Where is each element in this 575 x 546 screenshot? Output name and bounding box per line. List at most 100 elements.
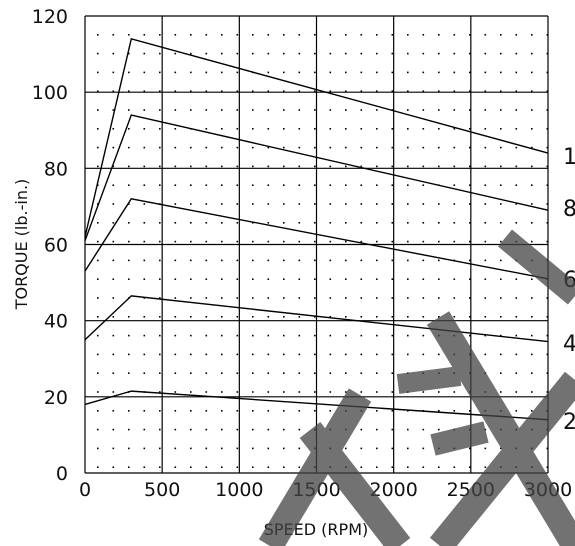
- grid-dot: [453, 34, 456, 36]
- grid-dot: [205, 34, 208, 36]
- grid-dot: [174, 259, 177, 262]
- grid-dot: [515, 90, 518, 92]
- grid-dot: [128, 316, 130, 318]
- grid-dot: [407, 222, 409, 224]
- grid-dot: [500, 165, 502, 168]
- grid-dot: [360, 128, 363, 130]
- grid-dot: [515, 391, 518, 393]
- grid-dot: [267, 334, 270, 337]
- grid-dot: [143, 410, 146, 412]
- grid-dot: [329, 278, 332, 280]
- grid-dot: [97, 259, 99, 262]
- grid-dot: [360, 466, 363, 468]
- grid-dot: [252, 90, 254, 92]
- grid-dot: [128, 34, 130, 36]
- grid-dot: [236, 184, 239, 186]
- grid-dot: [252, 52, 254, 55]
- grid-dot: [453, 90, 456, 92]
- grid-dot: [484, 128, 487, 130]
- grid-dot: [97, 34, 99, 36]
- grid-dot: [469, 165, 471, 168]
- grid-dot: [128, 259, 130, 262]
- grid-dot: [469, 278, 471, 280]
- grid-dot: [360, 222, 363, 224]
- grid-dot: [376, 316, 378, 318]
- grid-dot: [500, 71, 502, 74]
- grid-dot: [283, 165, 285, 168]
- grid-dot: [360, 428, 363, 431]
- grid-dot: [376, 391, 378, 393]
- grid-dot: [128, 353, 130, 356]
- grid-dot: [453, 391, 456, 393]
- grid-dot: [236, 34, 239, 36]
- grid-dot: [438, 203, 440, 205]
- series-label-8: 8: [563, 197, 575, 222]
- grid-dot: [267, 109, 270, 111]
- grid-dot: [360, 391, 363, 393]
- grid-dot: [221, 447, 223, 450]
- grid-dot: [190, 391, 192, 393]
- grid-dot: [546, 372, 549, 374]
- grid-dot: [360, 146, 363, 149]
- grid-dot: [376, 297, 378, 299]
- grid-dot: [407, 278, 409, 280]
- grid-dot: [236, 353, 239, 356]
- grid-dot: [298, 90, 301, 92]
- grid-dot: [236, 240, 239, 243]
- grid-dot: [500, 90, 502, 92]
- grid-dot: [267, 52, 270, 55]
- grid-dot: [531, 372, 533, 374]
- grid-dot: [221, 34, 223, 36]
- grid-dot: [484, 90, 487, 92]
- grid-dot: [205, 203, 208, 205]
- grid-dot: [546, 391, 549, 393]
- grid-dot: [97, 353, 99, 356]
- grid-dot: [174, 128, 177, 130]
- grid-dot: [484, 203, 487, 205]
- grid-dot: [329, 184, 332, 186]
- grid-dot: [345, 128, 347, 130]
- grid-dot: [438, 391, 440, 393]
- grid-dot: [407, 52, 409, 55]
- series-line-2: [84, 390, 549, 421]
- grid-dot: [221, 203, 223, 205]
- grid-dot: [143, 466, 146, 468]
- grid-dot: [298, 334, 301, 337]
- grid-dot: [314, 222, 316, 224]
- grid-dot: [97, 90, 99, 92]
- grid-dot: [298, 316, 301, 318]
- y-tick-label: 120: [32, 6, 68, 28]
- grid-dot: [298, 146, 301, 149]
- grid-dot: [422, 34, 425, 36]
- grid-dot: [267, 240, 270, 243]
- grid-dot: [97, 222, 99, 224]
- grid-dot: [407, 240, 409, 243]
- grid-dot: [531, 391, 533, 393]
- grid-dot: [376, 447, 378, 450]
- grid-dot: [190, 165, 192, 168]
- grid-dot: [345, 90, 347, 92]
- grid-dot: [376, 410, 378, 412]
- grid-dot: [469, 146, 471, 149]
- grid-dot: [515, 410, 518, 412]
- grid-dot: [174, 90, 177, 92]
- grid-dot: [515, 52, 518, 55]
- grid-dot: [360, 203, 363, 205]
- grid-dot: [143, 90, 146, 92]
- grid-dot: [252, 410, 254, 412]
- grid-dot: [112, 410, 115, 412]
- grid-dot: [314, 71, 316, 74]
- grid-dot: [531, 71, 533, 74]
- grid-dot: [221, 316, 223, 318]
- grid-dot: [360, 372, 363, 374]
- grid-dot: [515, 165, 518, 168]
- series-label-4: 4: [563, 332, 575, 357]
- grid-dot: [407, 297, 409, 299]
- grid-dot: [267, 128, 270, 130]
- grid-dot: [391, 410, 394, 412]
- grid-dot: [391, 71, 394, 74]
- grid-dot: [453, 52, 456, 55]
- grid-dot: [221, 240, 223, 243]
- grid-dot: [252, 109, 254, 111]
- grid-dot: [438, 128, 440, 130]
